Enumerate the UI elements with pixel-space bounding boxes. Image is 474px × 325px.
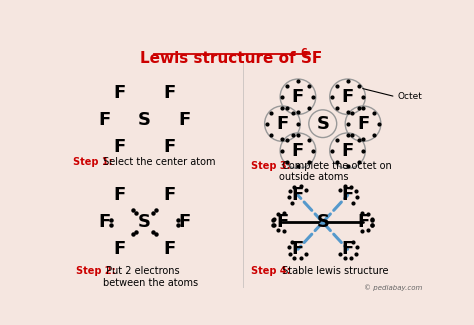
Text: F: F: [276, 115, 289, 133]
Text: F: F: [114, 240, 126, 258]
Text: F: F: [341, 142, 354, 160]
Text: Complete the octet on
outside atoms: Complete the octet on outside atoms: [279, 161, 392, 182]
Text: F: F: [114, 84, 126, 102]
Text: Step 4:: Step 4:: [251, 266, 291, 276]
Text: Select the center atom: Select the center atom: [100, 157, 216, 167]
Text: F: F: [163, 84, 175, 102]
Text: F: F: [163, 240, 175, 258]
Text: F: F: [292, 186, 304, 204]
Text: © pediabay.com: © pediabay.com: [364, 285, 422, 291]
Text: Step 1:: Step 1:: [73, 157, 113, 167]
Text: F: F: [292, 88, 304, 106]
Text: Octet: Octet: [397, 92, 422, 101]
Text: F: F: [341, 88, 354, 106]
Text: F: F: [292, 142, 304, 160]
Text: Lewis structure of SF: Lewis structure of SF: [140, 51, 322, 66]
Text: F: F: [341, 240, 354, 258]
Text: S: S: [138, 213, 151, 231]
Text: F: F: [276, 213, 289, 231]
Text: 6: 6: [300, 48, 307, 58]
Text: F: F: [341, 186, 354, 204]
Text: F: F: [114, 138, 126, 156]
Text: F: F: [179, 213, 191, 231]
Text: F: F: [163, 138, 175, 156]
Text: Stable lewis structure: Stable lewis structure: [279, 266, 388, 276]
Text: Step 2:: Step 2:: [76, 266, 116, 276]
Text: F: F: [179, 111, 191, 129]
Text: S: S: [138, 111, 151, 129]
Text: F: F: [357, 213, 369, 231]
Text: F: F: [114, 186, 126, 204]
Text: F: F: [98, 213, 110, 231]
Text: S: S: [316, 115, 329, 133]
Text: Put 2 electrons
between the atoms: Put 2 electrons between the atoms: [103, 266, 199, 288]
Text: S: S: [316, 213, 329, 231]
Text: F: F: [98, 111, 110, 129]
Text: F: F: [292, 240, 304, 258]
Text: F: F: [357, 115, 369, 133]
Text: Step 3:: Step 3:: [251, 161, 291, 171]
Text: F: F: [163, 186, 175, 204]
